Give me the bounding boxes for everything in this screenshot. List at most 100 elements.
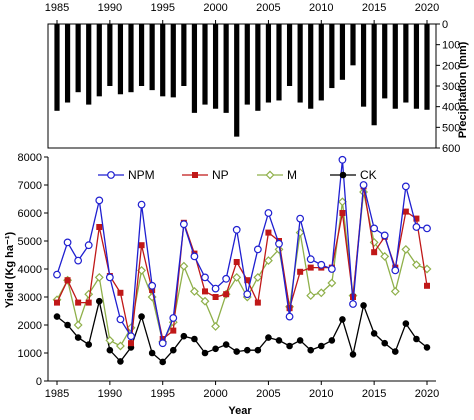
precipitation-year-label: 2020 bbox=[415, 2, 439, 14]
point-ck bbox=[191, 335, 198, 343]
point-npm bbox=[63, 238, 72, 247]
point-npm bbox=[116, 315, 125, 324]
point-ck bbox=[64, 321, 71, 329]
point-ck bbox=[254, 346, 262, 354]
yield-tick-label: 1000 bbox=[18, 348, 42, 360]
point-np bbox=[233, 259, 240, 265]
precipitation-bar bbox=[86, 24, 92, 105]
point-m bbox=[401, 244, 411, 254]
precipitation-bar bbox=[413, 24, 420, 109]
point-npm bbox=[423, 224, 431, 233]
point-np bbox=[96, 224, 103, 230]
point-np bbox=[371, 249, 378, 256]
point-ck bbox=[159, 358, 167, 366]
legend-item-npm: NPM bbox=[98, 168, 155, 182]
precipitation-bar bbox=[255, 24, 261, 111]
point-np bbox=[54, 299, 60, 306]
point-npm bbox=[296, 214, 305, 223]
point-npm bbox=[190, 252, 199, 261]
point-m bbox=[232, 272, 242, 282]
point-npm bbox=[264, 209, 273, 217]
point-ck bbox=[180, 332, 188, 340]
point-m bbox=[84, 289, 94, 299]
yield-tick-label: 4000 bbox=[18, 264, 42, 276]
precipitation-bar bbox=[350, 24, 356, 66]
point-ck bbox=[169, 346, 177, 354]
point-ck bbox=[233, 348, 241, 355]
point-np bbox=[265, 229, 272, 236]
precipitation-bar bbox=[424, 24, 430, 110]
point-ck bbox=[413, 335, 420, 343]
precipitation-year-label: 1995 bbox=[150, 2, 174, 14]
yield-tick-label: 2000 bbox=[18, 320, 42, 332]
point-npm bbox=[317, 260, 326, 269]
point-np bbox=[307, 264, 314, 271]
precipitation-bar bbox=[212, 24, 219, 109]
point-ck bbox=[391, 348, 399, 355]
point-npm bbox=[169, 314, 178, 322]
point-ck bbox=[222, 341, 230, 348]
precipitation-bar bbox=[234, 24, 240, 137]
precipitation-tick-label: 0 bbox=[442, 19, 448, 31]
point-npm bbox=[370, 224, 379, 233]
precipitation-bar bbox=[170, 24, 176, 98]
precipitation-bar bbox=[138, 24, 145, 86]
precipitation-bar bbox=[160, 24, 166, 97]
year-tick-label: 2000 bbox=[203, 388, 227, 400]
point-np bbox=[138, 242, 145, 249]
point-ck bbox=[423, 344, 431, 351]
point-np bbox=[159, 336, 166, 342]
legend-item-m: M bbox=[257, 168, 297, 182]
year-tick-label: 2020 bbox=[415, 388, 439, 400]
precipitation-tick-label: 500 bbox=[442, 122, 460, 134]
point-ck bbox=[381, 339, 389, 347]
yield-panel: 0 1000 2000 3000 4000 5000 6000 7000 8000 1985 199… bbox=[18, 152, 440, 400]
point-m bbox=[115, 341, 125, 351]
point-ck bbox=[106, 346, 114, 354]
point-np bbox=[170, 327, 177, 334]
year-tick-label: 1995 bbox=[150, 388, 174, 400]
point-ck bbox=[307, 346, 315, 354]
precipitation-bar bbox=[75, 24, 81, 93]
year-tick-label: 1985 bbox=[45, 388, 69, 400]
year-tick-label: 2005 bbox=[256, 388, 280, 400]
point-np bbox=[75, 299, 82, 306]
point-npm bbox=[327, 265, 336, 273]
precipitation-bar bbox=[329, 24, 335, 89]
precipitation-bar bbox=[202, 24, 208, 105]
legend-marker-ck bbox=[339, 171, 347, 179]
point-ck bbox=[275, 337, 283, 344]
point-npm bbox=[285, 312, 294, 321]
point-np bbox=[212, 294, 219, 300]
precipitation-bar bbox=[181, 24, 187, 86]
point-ck bbox=[148, 349, 156, 357]
point-npm bbox=[74, 256, 83, 265]
precipitation-bar bbox=[297, 24, 303, 103]
precipitation-bar bbox=[286, 24, 293, 86]
precipitation-bar bbox=[96, 24, 102, 97]
point-npm bbox=[201, 273, 209, 282]
point-np bbox=[128, 340, 134, 347]
point-ck bbox=[53, 313, 61, 320]
point-m bbox=[211, 321, 221, 331]
point-npm bbox=[380, 231, 389, 240]
yield-tick-label: 8000 bbox=[18, 152, 42, 164]
precipitation-year-label: 2010 bbox=[309, 2, 333, 14]
point-ck bbox=[74, 334, 82, 341]
point-ck bbox=[317, 342, 325, 350]
precipitation-tick-label: 400 bbox=[442, 102, 460, 114]
point-ck bbox=[402, 320, 410, 327]
precipitation-bar bbox=[265, 24, 272, 103]
precipitation-tick-label: 200 bbox=[442, 60, 460, 72]
point-npm bbox=[359, 181, 368, 189]
yield-tick-label: 0 bbox=[36, 376, 42, 388]
precipitation-plot-frame bbox=[47, 23, 437, 149]
precipitation-tick-label: 600 bbox=[442, 143, 460, 155]
precipitation-bar bbox=[360, 24, 367, 107]
legend-item-np: NP bbox=[182, 168, 229, 182]
point-m bbox=[263, 256, 273, 266]
point-np bbox=[297, 268, 304, 275]
point-npm bbox=[338, 155, 347, 164]
point-m bbox=[189, 286, 199, 296]
point-ck bbox=[349, 351, 357, 358]
